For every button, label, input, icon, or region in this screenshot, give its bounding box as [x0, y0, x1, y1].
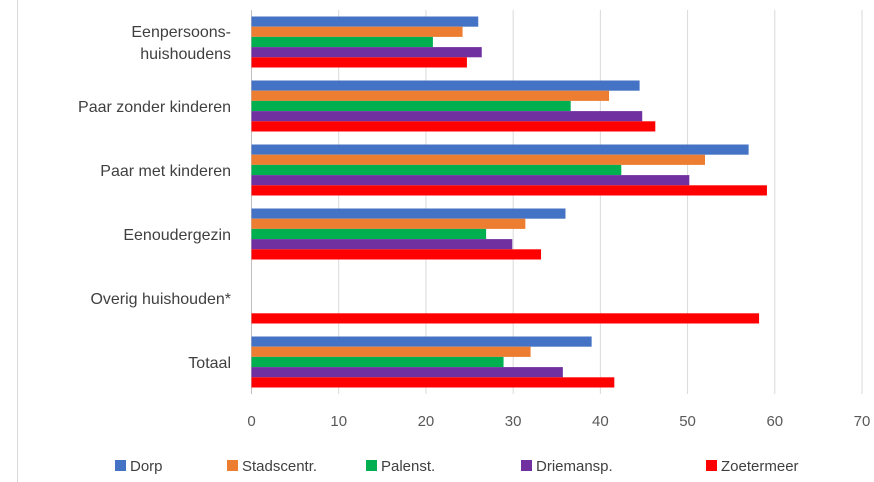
legend-label: Palenst.: [381, 458, 435, 475]
category-label: Eenoudergezin: [123, 227, 231, 244]
x-tick-label: 60: [766, 413, 783, 430]
bar-dorp: [251, 16, 479, 27]
x-tick-label: 0: [247, 413, 255, 430]
legend-label: Zoetermeer: [721, 458, 799, 475]
bars: [251, 16, 767, 388]
bar-dorp: [251, 336, 592, 347]
bar-palenst: [251, 356, 504, 368]
x-tick-label: 10: [330, 413, 347, 430]
bar-dorp: [251, 208, 566, 219]
bar-palenst: [251, 36, 433, 48]
bar-zoetermeer: [251, 313, 760, 324]
bar-palenst: [251, 100, 571, 112]
legend-label: Driemansp.: [536, 458, 613, 475]
x-tick-labels: 0 10 20 30 40 50 60 70: [247, 413, 870, 430]
bar-stadscentr: [251, 26, 463, 37]
category-label: Overig huishouden*: [90, 291, 231, 308]
bar-stadscentr: [251, 154, 706, 165]
x-tick-label: 20: [418, 413, 435, 430]
gridlines: [17, 0, 863, 482]
bar-dorp: [251, 144, 749, 155]
category-label: Totaal: [188, 355, 231, 372]
bar-driemansp: [251, 175, 690, 186]
bar-palenst: [251, 164, 622, 176]
bar-driemansp: [251, 111, 643, 122]
category-label: huishoudens: [140, 46, 231, 63]
bar-stadscentr: [251, 346, 531, 357]
bar-driemansp: [251, 367, 563, 378]
legend-swatch: [706, 460, 717, 471]
x-tick-label: 30: [505, 413, 522, 430]
bar-zoetermeer: [251, 377, 615, 388]
x-tick-label: 70: [854, 413, 871, 430]
bar-dorp: [251, 80, 640, 91]
bar-stadscentr: [251, 90, 610, 101]
category-label: Eenpersoons-: [131, 24, 231, 41]
legend: Dorp Stadscentr. Palenst. Driemansp. Zoeterm…: [115, 458, 799, 475]
bar-zoetermeer: [251, 249, 542, 260]
bar-driemansp: [251, 47, 482, 58]
x-tick-label: 40: [592, 413, 609, 430]
category-label: Paar zonder kinderen: [78, 99, 231, 116]
bar-palenst: [251, 228, 487, 240]
category-labels: Eenpersoons-huishoudens Paar zonder kinde…: [78, 24, 231, 372]
legend-label: Stadscentr.: [242, 458, 317, 475]
bar-driemansp: [251, 239, 513, 250]
bar-zoetermeer: [251, 121, 656, 132]
legend-swatch: [227, 460, 238, 471]
legend-swatch: [366, 460, 377, 471]
bar-stadscentr: [251, 218, 526, 229]
category-label: Paar met kinderen: [100, 163, 231, 180]
x-tick-label: 50: [679, 413, 696, 430]
bar-zoetermeer: [251, 57, 467, 68]
legend-label: Dorp: [130, 458, 163, 475]
bar-zoetermeer: [251, 185, 767, 196]
legend-swatch: [521, 460, 532, 471]
legend-swatch: [115, 460, 126, 471]
